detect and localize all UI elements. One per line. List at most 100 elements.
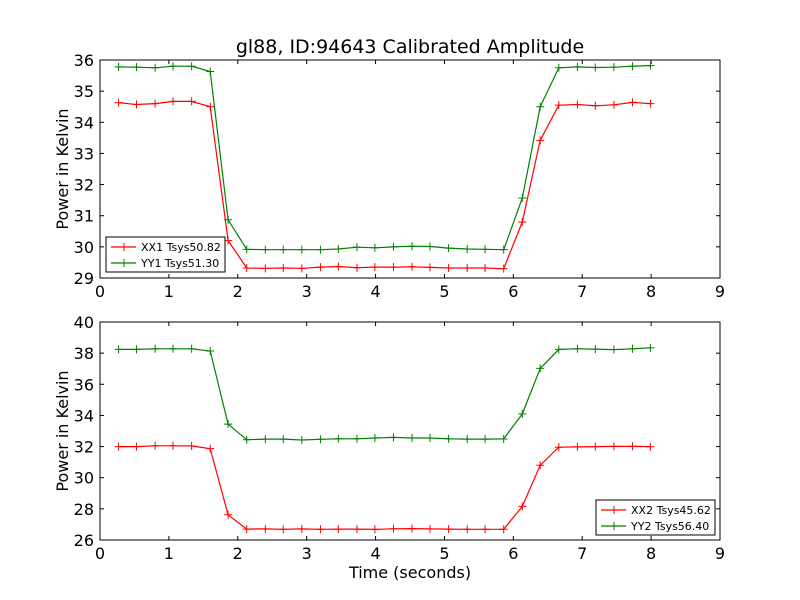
data-point-marker <box>609 100 618 109</box>
data-point-marker <box>481 435 490 444</box>
data-point-marker <box>609 442 618 451</box>
series-1 <box>114 441 655 534</box>
x-tick-label: 7 <box>577 282 587 301</box>
data-point-marker <box>334 525 343 534</box>
data-point-marker <box>187 344 196 353</box>
data-point-marker <box>352 263 361 272</box>
x-tick-label: 3 <box>302 544 312 563</box>
x-tick-label: 4 <box>370 282 380 301</box>
data-point-marker <box>132 100 141 109</box>
data-point-marker <box>224 510 233 519</box>
y-tick-label: 32 <box>74 176 94 195</box>
x-tick-label: 0 <box>95 544 105 563</box>
y-axis-label: Power in Kelvin <box>53 108 72 229</box>
data-point-marker <box>297 436 306 445</box>
data-point-marker <box>518 409 527 418</box>
y-tick-label: 31 <box>74 207 94 226</box>
x-tick-label: 8 <box>646 282 656 301</box>
legend-marker <box>120 243 128 251</box>
data-point-marker <box>628 62 637 71</box>
data-point-marker <box>646 343 655 352</box>
x-tick-label: 9 <box>715 282 725 301</box>
data-point-marker <box>316 263 325 272</box>
x-tick-label: 5 <box>439 544 449 563</box>
axes-frame <box>99 59 721 279</box>
x-tick-label: 8 <box>646 544 656 563</box>
data-point-marker <box>554 101 563 110</box>
data-point-marker <box>261 264 270 273</box>
data-point-marker <box>518 217 527 226</box>
legend-label: YY2 Tsys56.40 <box>630 520 709 533</box>
data-point-marker <box>334 245 343 254</box>
data-point-marker <box>408 434 417 443</box>
data-point-marker <box>444 264 453 273</box>
data-point-marker <box>132 63 141 72</box>
data-point-marker <box>389 433 398 442</box>
data-point-marker <box>463 245 472 254</box>
data-point-marker <box>114 345 123 354</box>
y-tick-label: 29 <box>74 269 94 288</box>
data-point-marker <box>151 441 160 450</box>
x-tick-label: 6 <box>508 544 518 563</box>
data-point-marker <box>279 264 288 273</box>
data-point-marker <box>591 442 600 451</box>
data-point-marker <box>408 524 417 533</box>
x-tick-label: 9 <box>715 544 725 563</box>
data-point-marker <box>370 434 379 443</box>
data-point-marker <box>628 98 637 107</box>
data-point-marker <box>114 62 123 71</box>
data-point-marker <box>481 525 490 534</box>
data-point-marker <box>646 61 655 70</box>
data-point-marker <box>297 245 306 254</box>
data-point-marker <box>536 364 545 373</box>
data-point-marker <box>187 62 196 71</box>
data-point-marker <box>279 435 288 444</box>
data-point-marker <box>169 62 178 71</box>
data-point-marker <box>297 524 306 533</box>
data-point-marker <box>187 97 196 106</box>
series-2 <box>114 61 655 254</box>
y-tick-label: 28 <box>74 500 94 519</box>
data-point-marker <box>408 242 417 251</box>
data-point-marker <box>408 262 417 271</box>
data-point-marker <box>297 264 306 273</box>
x-tick-label: 2 <box>233 544 243 563</box>
data-point-marker <box>499 434 508 443</box>
legend: XX1 Tsys50.82 YY1 Tsys51.30 <box>105 236 226 273</box>
data-point-marker <box>114 98 123 107</box>
y-tick-label: 33 <box>74 144 94 163</box>
data-point-marker <box>352 525 361 534</box>
data-point-marker <box>463 264 472 273</box>
data-point-marker <box>187 441 196 450</box>
data-point-marker <box>151 63 160 72</box>
x-tick-label: 0 <box>95 282 105 301</box>
y-tick-label: 34 <box>74 406 94 425</box>
axes-frame <box>99 321 721 541</box>
data-point-marker <box>279 245 288 254</box>
data-point-marker <box>591 345 600 354</box>
x-tick-label: 3 <box>302 282 312 301</box>
y-tick-label: 36 <box>74 375 94 394</box>
data-point-marker <box>499 264 508 273</box>
data-point-marker <box>573 62 582 71</box>
y-axis-label: Power in Kelvin <box>53 370 72 491</box>
data-point-marker <box>646 99 655 108</box>
x-tick-label: 6 <box>508 282 518 301</box>
data-point-marker <box>370 243 379 252</box>
data-point-marker <box>591 101 600 110</box>
data-point-marker <box>444 525 453 534</box>
data-point-marker <box>463 435 472 444</box>
legend-label: YY1 Tsys51.30 <box>140 257 219 270</box>
data-point-marker <box>206 346 215 355</box>
data-point-marker <box>554 63 563 72</box>
data-point-marker <box>425 434 434 443</box>
data-point-marker <box>554 345 563 354</box>
data-point-marker <box>206 444 215 453</box>
y-tick-label: 32 <box>74 438 94 457</box>
data-point-marker <box>481 264 490 273</box>
data-point-marker <box>114 442 123 451</box>
data-point-marker <box>444 244 453 253</box>
data-point-marker <box>573 344 582 353</box>
y-tick-label: 34 <box>74 113 94 132</box>
